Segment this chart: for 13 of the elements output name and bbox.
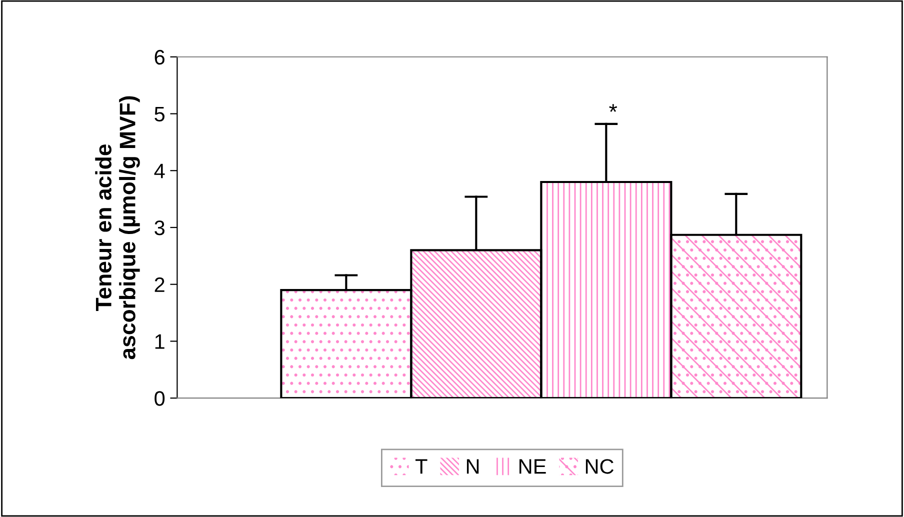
y-tick-label: 6	[154, 50, 164, 65]
y-tick-label: 2	[154, 277, 164, 292]
y-axis-title: Teneur en acide ascorbique (µmol/g MVF)	[95, 96, 140, 360]
y-tick-label: 1	[155, 334, 164, 349]
legend-label: NE	[520, 459, 546, 474]
legend-label: NC	[586, 459, 614, 474]
y-tick-label: 0	[154, 391, 165, 406]
legend-label: T	[415, 459, 428, 474]
annotation: *	[609, 104, 618, 112]
y-tick-label: 3	[154, 220, 164, 236]
y-tick-label: 5	[154, 106, 165, 122]
legend-label: N	[466, 459, 479, 474]
y-tick-label: 4	[154, 164, 165, 178]
